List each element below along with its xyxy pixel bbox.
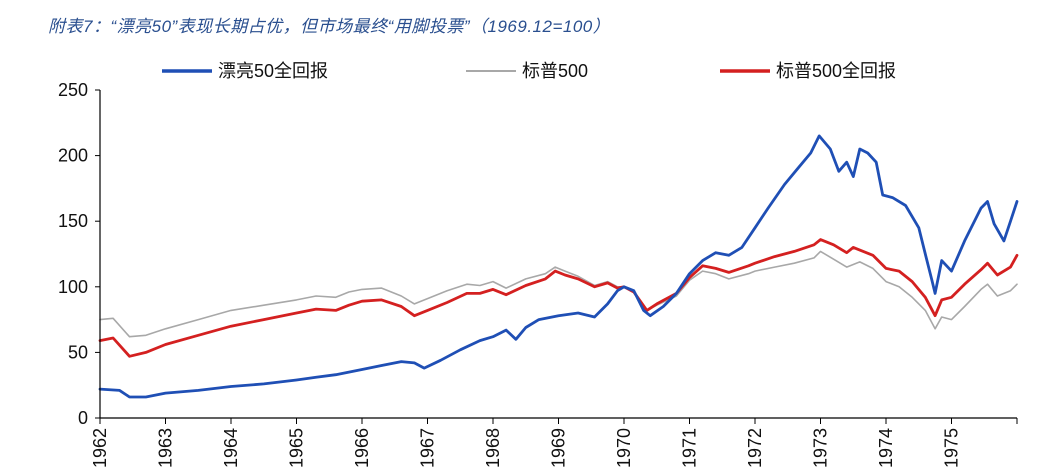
series-line [98, 134, 1019, 399]
x-tick-label: 1965 [287, 428, 307, 468]
chart-title: 附表7：“漂亮50”表现长期占优，但市场最终“用脚投票”（1969.12=100… [48, 17, 611, 36]
x-tick-label: 1963 [156, 428, 176, 468]
x-tick-label: 1968 [483, 428, 503, 468]
x-tick-label: 1964 [221, 428, 241, 468]
x-tick-label: 1971 [680, 428, 700, 468]
y-tick-label: 0 [78, 408, 88, 428]
legend: 漂亮50全回报 标普500 标普500全回报 [162, 61, 896, 81]
x-tick-label: 1975 [942, 428, 962, 468]
x-tick-label: 1967 [418, 428, 438, 468]
series-line [98, 238, 1019, 358]
y-tick-label: 50 [68, 342, 88, 362]
y-tick-label: 100 [58, 277, 88, 297]
y-tick-label: 150 [58, 211, 88, 231]
axes: 0 50 100 150 200 250 1962 1963 1964 1965 1966 1967 1… [58, 80, 1018, 468]
x-tick-label: 1974 [876, 428, 896, 468]
x-tick-label: 1972 [745, 428, 765, 468]
legend-label: 漂亮50全回报 [218, 61, 328, 81]
legend-label: 标普500全回报 [776, 61, 896, 81]
x-tick-label: 1973 [811, 428, 831, 468]
y-tick-label: 250 [58, 80, 88, 100]
x-tick-label: 1970 [614, 428, 634, 468]
x-tick-label: 1969 [549, 428, 569, 468]
x-tick-label: 1966 [352, 428, 372, 468]
series-layer [98, 134, 1019, 399]
x-tick-label: 1962 [90, 428, 110, 468]
legend-label: 标普500 [522, 61, 588, 81]
y-tick-label: 200 [58, 146, 88, 166]
